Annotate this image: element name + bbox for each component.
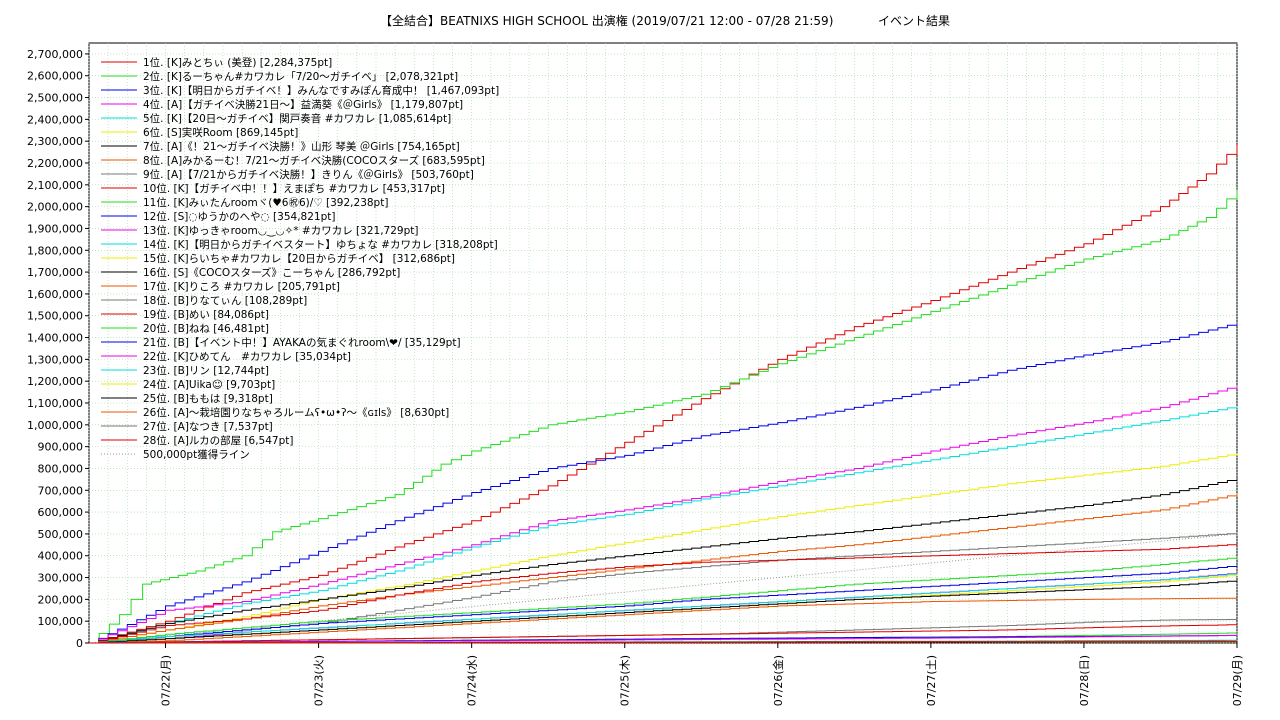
legend-label: 13位. [K]ゆっきゃroom◡‿◡✧* #カワカレ [321,729pt]	[143, 224, 418, 237]
legend-label: 18位. [B]りなてぃん [108,289pt]	[143, 294, 307, 307]
legend: 1位. [K]みとちぃ (美登) [2,284,375pt]2位. [K]るーち…	[101, 56, 499, 461]
legend-label: 11位. [K]みぃたんroomヾ(♥6㊗6)/♡ [392,238pt]	[143, 196, 388, 209]
y-tick-label: 1,400,000	[27, 332, 83, 345]
series-line-19	[89, 624, 1238, 644]
y-tick-label: 200,000	[38, 593, 84, 606]
chart-title-text: 【全結合】BEATNIXS HIGH SCHOOL 出演権 (2019/07/2…	[380, 13, 833, 28]
y-tick-label: 500,000	[38, 528, 84, 541]
legend-label: 3位. [K]【明日からガチイベ！】みんなですみぽん育成中！ [1,467,09…	[143, 84, 499, 97]
series-line-1	[89, 144, 1238, 644]
series-line-7	[89, 478, 1238, 644]
series-line-4	[89, 385, 1238, 644]
x-axis: 07/22(月) 07/23(火) 07/24(水) 07/25(木) 07/26(金)…	[160, 643, 1244, 706]
x-tick-label: 07/27(土)	[925, 655, 938, 706]
legend-label: 23位. [B]リン [12,744pt]	[143, 364, 269, 377]
y-tick-label: 700,000	[38, 484, 84, 497]
series-line-10	[89, 544, 1238, 644]
legend-label: 22位. [K]ひめてん #カワカレ [35,034pt]	[143, 350, 351, 363]
y-tick-label: 2,500,000	[27, 92, 83, 105]
legend-label: 16位. [S]《COCOスターズ》こーちゃん [286,792pt]	[143, 266, 400, 279]
x-tick-label: 07/24(水)	[466, 655, 479, 706]
y-tick-label: 2,400,000	[27, 113, 83, 126]
series-line-14	[89, 573, 1238, 644]
y-tick-label: 2,300,000	[27, 135, 83, 148]
y-tick-label: 0	[76, 637, 83, 650]
y-tick-label: 1,800,000	[27, 244, 83, 257]
legend-label: 26位. [A]〜栽培園りなちゃろルームʕ•ω•ʔ〜《ɢɪls》 [8,630p…	[143, 406, 449, 419]
y-tick-label: 1,300,000	[27, 353, 83, 366]
legend-label: 6位. [S]実咲Room [869,145pt]	[143, 126, 298, 139]
legend-label: 5位. [K]【20日〜ガチイベ】関戸奏音 #カワカレ [1,085,614pt…	[143, 112, 451, 125]
series-line-6	[89, 453, 1238, 644]
x-tick-label: 07/29(月)	[1231, 655, 1244, 706]
series-line-22	[89, 635, 1238, 644]
series-line-28	[89, 641, 1237, 644]
y-tick-label: 2,600,000	[27, 70, 83, 83]
y-tick-label: 1,600,000	[27, 288, 83, 301]
y-tick-label: 300,000	[38, 572, 84, 585]
legend-label: 28位. [A]ルカの部屋 [6,547pt]	[143, 434, 293, 447]
x-tick-label: 07/22(月)	[160, 655, 173, 706]
x-tick-label: 07/25(木)	[619, 655, 632, 706]
y-tick-label: 1,900,000	[27, 222, 83, 235]
x-tick-label: 07/26(金)	[771, 655, 785, 706]
legend-label: 19位. [B]めい [84,086pt]	[143, 308, 269, 321]
y-tick-label: 900,000	[38, 441, 84, 454]
legend-label: 4位. [A]【ガチイベ決勝21日〜】益満葵《＠Girls》 [1,179,80…	[143, 98, 463, 111]
y-tick-label: 1,200,000	[27, 375, 83, 388]
legend-label: 24位. [A]Uika☺ [9,703pt]	[143, 378, 275, 391]
grid	[88, 43, 1238, 644]
legend-label: 15位. [K]らいちゃ#カワカレ【20日からガチイベ】 [312,686pt]	[143, 252, 455, 265]
legend-label: 21位. [B]【イベント中！】AYAKAの気まぐれroom\❤/ [35,12…	[143, 336, 461, 349]
legend-label: 17位. [K]りころ #カワカレ [205,791pt]	[143, 280, 340, 293]
y-tick-label: 2,200,000	[27, 157, 83, 170]
legend-label: 1位. [K]みとちぃ (美登) [2,284,375pt]	[143, 56, 332, 69]
legend-label: 20位. [B]ねね [46,481pt]	[143, 322, 269, 335]
series-line-3	[89, 322, 1238, 644]
legend-label: 7位. [A]《！21〜ガチイベ決勝！》山形 琴美 ＠Girls [754,16…	[143, 140, 460, 153]
y-tick-label: 100,000	[38, 615, 84, 628]
series-line-17	[89, 597, 1238, 644]
y-tick-label: 1,500,000	[27, 310, 83, 323]
legend-label: 9位. [A]【7/21からガチイベ決勝！】きりん《＠Girls》 [503,7…	[143, 168, 474, 181]
y-tick-label: 1,100,000	[27, 397, 83, 410]
y-tick-label: 2,100,000	[27, 179, 83, 192]
legend-label: 12位. [S]◌ゆうかのへや◌ [354,821pt]	[143, 210, 335, 223]
series-line-16	[89, 580, 1238, 644]
y-tick-label: 1,700,000	[27, 266, 83, 279]
y-axis: 0 100,000 200,000 300,000 400,000 500,000 600,…	[27, 48, 89, 650]
series-lines	[89, 144, 1238, 644]
legend-label: 10位. [K]【ガチイベ中！！】えまぽち #カワカレ [453,317pt]	[143, 182, 445, 195]
chart-title: 【全結合】BEATNIXS HIGH SCHOOL 出演権 (2019/07/2…	[380, 13, 950, 28]
y-tick-label: 2,000,000	[27, 201, 83, 214]
legend-label: 500,000pt獲得ライン	[143, 448, 250, 461]
series-line-12	[89, 565, 1238, 644]
y-tick-label: 400,000	[38, 550, 84, 563]
series-line-11	[89, 557, 1238, 644]
series-line-5	[89, 406, 1238, 644]
y-tick-label: 800,000	[38, 462, 84, 475]
y-tick-label: 2,700,000	[27, 48, 83, 61]
x-tick-label: 07/28(日)	[1078, 655, 1091, 706]
legend-label: 14位. [K]【明日からガチイベスタート】ゆちょな #カワカレ [318,20…	[143, 238, 498, 251]
series-line-2	[89, 189, 1238, 644]
y-tick-label: 600,000	[38, 506, 84, 519]
chart-title-suffix: イベント結果	[878, 14, 950, 28]
legend-label: 25位. [B]ももは [9,318pt]	[143, 392, 273, 405]
legend-label: 8位. [A]みかるーむ！7/21〜ガチイベ決勝(COCOスターズ [683,5…	[143, 154, 485, 167]
x-tick-label: 07/23(火)	[313, 655, 326, 706]
legend-label: 2位. [K]るーちゃん#カワカレ「7/20〜ガチイベ」 [2,078,321p…	[143, 70, 458, 83]
y-tick-label: 1,000,000	[27, 419, 83, 432]
legend-label: 27位. [A]なつき [7,537pt]	[143, 420, 273, 433]
